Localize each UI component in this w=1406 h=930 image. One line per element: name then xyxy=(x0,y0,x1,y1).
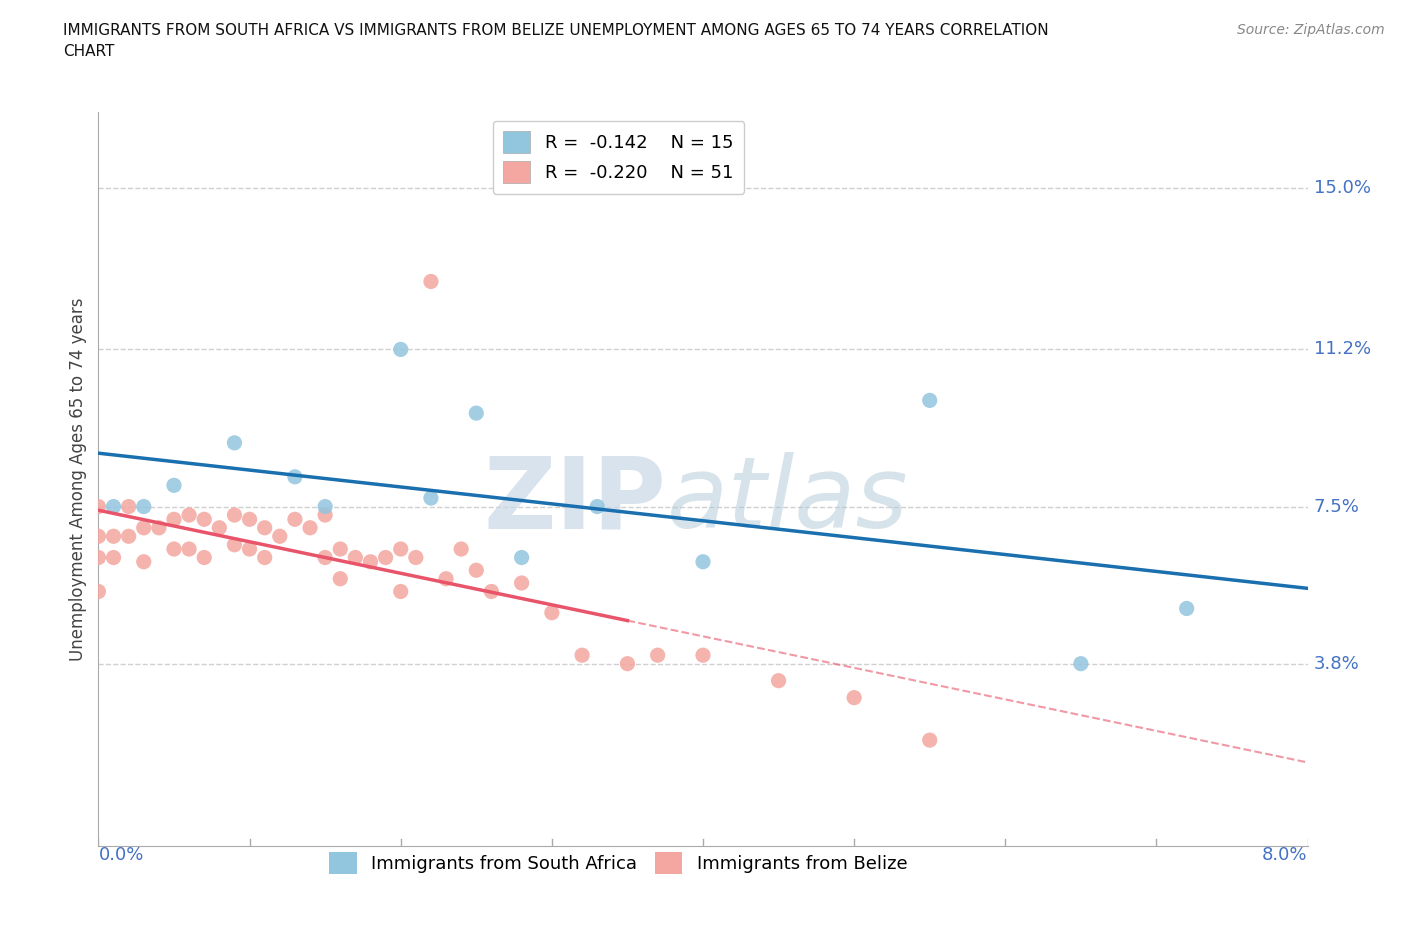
Point xyxy=(1070,657,1092,671)
Point xyxy=(344,550,367,565)
Point xyxy=(1175,601,1198,616)
Point xyxy=(692,648,714,663)
Point xyxy=(118,499,141,514)
Point xyxy=(314,499,336,514)
Text: 15.0%: 15.0% xyxy=(1313,179,1371,197)
Point xyxy=(314,550,336,565)
Point xyxy=(465,563,488,578)
Point xyxy=(224,435,246,450)
Point xyxy=(239,512,262,526)
Y-axis label: Unemployment Among Ages 65 to 74 years: Unemployment Among Ages 65 to 74 years xyxy=(69,298,87,660)
Point xyxy=(224,538,246,552)
Legend: Immigrants from South Africa, Immigrants from Belize: Immigrants from South Africa, Immigrants… xyxy=(322,844,914,882)
Point xyxy=(692,554,714,569)
Point xyxy=(329,541,352,556)
Text: 3.8%: 3.8% xyxy=(1313,655,1360,672)
Point xyxy=(87,499,110,514)
Point xyxy=(269,529,291,544)
Point xyxy=(616,657,638,671)
Point xyxy=(118,529,141,544)
Point xyxy=(224,508,246,523)
Text: Source: ZipAtlas.com: Source: ZipAtlas.com xyxy=(1237,23,1385,37)
Text: IMMIGRANTS FROM SOUTH AFRICA VS IMMIGRANTS FROM BELIZE UNEMPLOYMENT AMONG AGES 6: IMMIGRANTS FROM SOUTH AFRICA VS IMMIGRAN… xyxy=(63,23,1049,60)
Point xyxy=(510,550,533,565)
Point xyxy=(389,342,412,357)
Point xyxy=(647,648,669,663)
Text: 7.5%: 7.5% xyxy=(1313,498,1360,515)
Point xyxy=(481,584,503,599)
Point xyxy=(179,508,201,523)
Point xyxy=(87,550,110,565)
Point xyxy=(193,512,215,526)
Point xyxy=(314,508,336,523)
Point xyxy=(132,499,155,514)
Point xyxy=(299,521,322,536)
Point xyxy=(132,521,155,536)
Point xyxy=(132,554,155,569)
Point xyxy=(253,550,276,565)
Point xyxy=(465,405,488,420)
Text: 8.0%: 8.0% xyxy=(1263,846,1308,864)
Point xyxy=(103,529,125,544)
Point xyxy=(450,541,472,556)
Point xyxy=(193,550,215,565)
Point xyxy=(103,499,125,514)
Point xyxy=(434,571,457,586)
Point xyxy=(360,554,382,569)
Point xyxy=(389,584,412,599)
Text: atlas: atlas xyxy=(666,453,908,550)
Point xyxy=(768,673,790,688)
Point xyxy=(163,478,186,493)
Point xyxy=(586,499,609,514)
Point xyxy=(179,541,201,556)
Point xyxy=(571,648,593,663)
Point xyxy=(103,550,125,565)
Point xyxy=(253,521,276,536)
Point xyxy=(329,571,352,586)
Point xyxy=(163,512,186,526)
Point xyxy=(284,512,307,526)
Point xyxy=(374,550,396,565)
Point xyxy=(405,550,427,565)
Text: 11.2%: 11.2% xyxy=(1313,340,1371,358)
Point xyxy=(239,541,262,556)
Point xyxy=(918,393,941,408)
Point xyxy=(420,491,443,506)
Point xyxy=(540,605,562,620)
Point xyxy=(510,576,533,591)
Point xyxy=(148,521,170,536)
Point xyxy=(918,733,941,748)
Point xyxy=(389,541,412,556)
Point xyxy=(844,690,866,705)
Point xyxy=(87,584,110,599)
Point xyxy=(163,541,186,556)
Point xyxy=(284,470,307,485)
Point xyxy=(420,274,443,289)
Text: 0.0%: 0.0% xyxy=(98,846,143,864)
Point xyxy=(208,521,231,536)
Point xyxy=(87,529,110,544)
Text: ZIP: ZIP xyxy=(484,453,666,550)
